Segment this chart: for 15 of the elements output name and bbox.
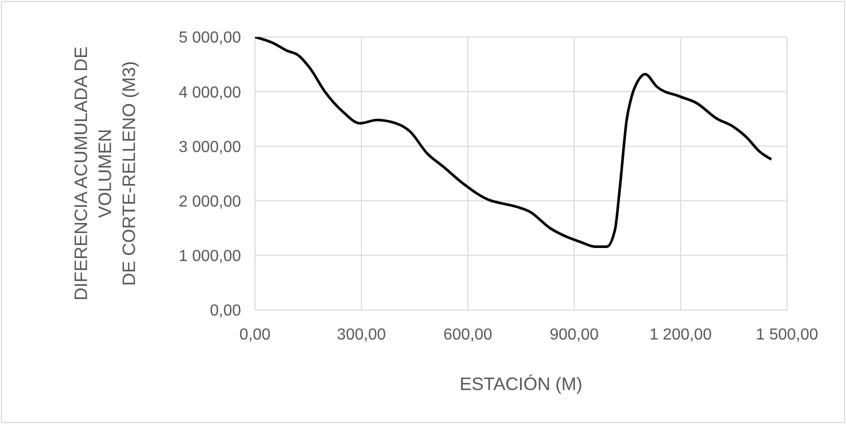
- x-tick-label: 600,00: [443, 326, 492, 344]
- x-tick-label: 1 200,00: [649, 326, 712, 344]
- x-axis-title: ESTACIÓN (M): [460, 374, 582, 394]
- y-tick-label: 1 000,00: [178, 248, 242, 266]
- x-tick-label: 0,00: [239, 326, 271, 344]
- y-tick-label: 0,00: [210, 302, 242, 320]
- y-axis-title: DIFERENCIA ACUMULADA DE VOLUMEN DE CORTE-RELLENO (M3): [71, 46, 139, 301]
- x-tick-label: 1 500,00: [756, 326, 818, 344]
- x-tick-label: 900,00: [550, 326, 599, 344]
- y-tick-label: 2 000,00: [178, 193, 242, 210]
- line-series: [255, 37, 773, 248]
- y-tick-label: 3 000,00: [178, 138, 242, 156]
- y-tick-label: 4 000,00: [178, 84, 242, 102]
- x-tick-label: 300,00: [336, 326, 386, 344]
- y-tick-label: 5 000,00: [178, 30, 242, 47]
